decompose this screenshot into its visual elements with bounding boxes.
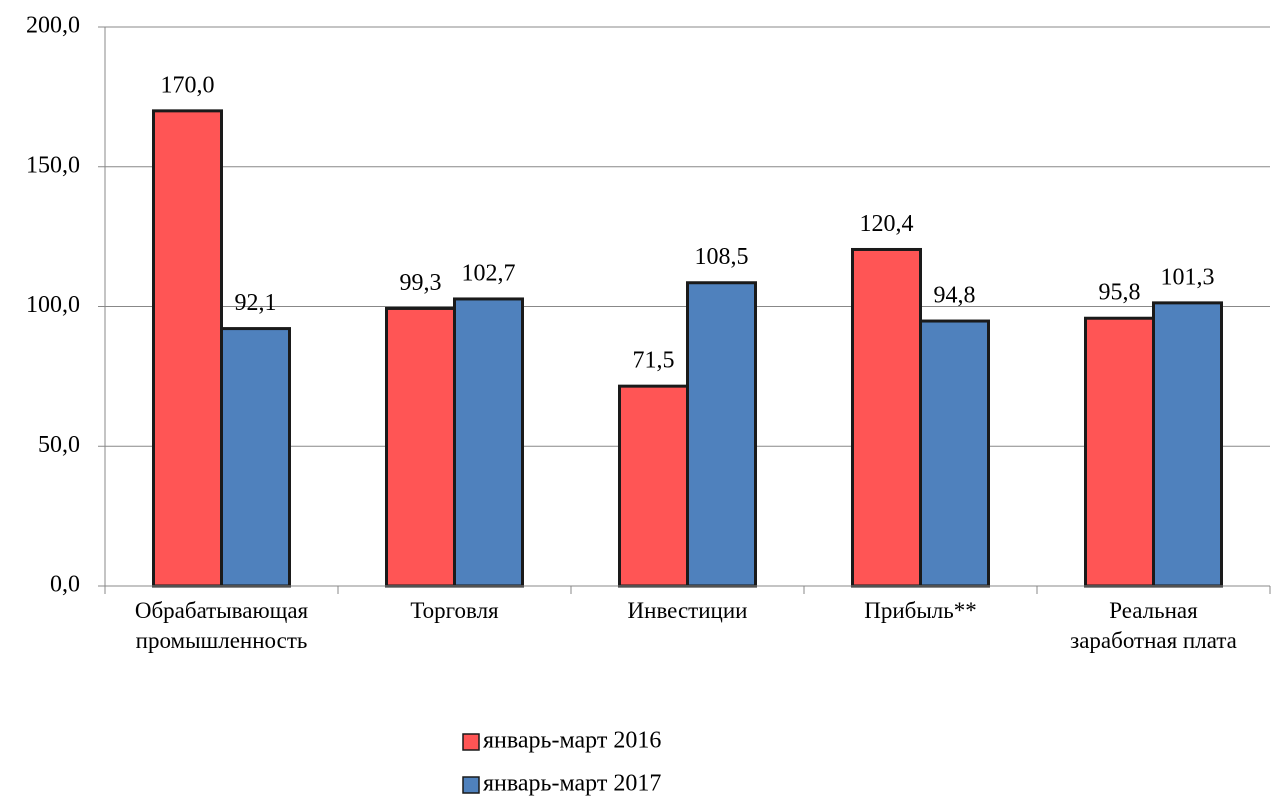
- y-tick-label: 0,0: [50, 572, 80, 598]
- bar: [618, 384, 689, 588]
- bar: [152, 109, 223, 588]
- value-label: 92,1: [235, 290, 277, 316]
- x-tick-label: Инвестиции: [627, 598, 748, 623]
- y-tick-label: 150,0: [26, 152, 80, 178]
- bar: [686, 281, 757, 588]
- bar: [385, 306, 456, 588]
- legend-swatch: [462, 776, 480, 794]
- value-label: 94,8: [934, 283, 976, 309]
- bar: [1152, 301, 1223, 588]
- value-label: 101,3: [1161, 264, 1215, 290]
- y-tick-label: 200,0: [26, 13, 80, 39]
- y-tick-label: 50,0: [38, 432, 80, 458]
- bar: [453, 297, 524, 588]
- value-label: 108,5: [695, 244, 749, 270]
- legend-label: январь-март 2016: [483, 728, 661, 754]
- value-label: 99,3: [400, 270, 442, 296]
- value-label: 102,7: [462, 260, 516, 286]
- x-tick-label: Прибыль**: [864, 598, 977, 623]
- x-tick-label: Обрабатывающая промышленность: [134, 598, 309, 653]
- bar: [220, 327, 291, 588]
- legend-swatch: [462, 733, 480, 751]
- value-label: 95,8: [1099, 280, 1141, 306]
- bar: [919, 319, 990, 588]
- legend-label: январь-март 2017: [483, 771, 661, 797]
- x-tick-label: Торговля: [410, 598, 499, 623]
- value-label: 120,4: [860, 211, 914, 237]
- y-tick-label: 100,0: [26, 292, 80, 318]
- bar: [1084, 316, 1155, 588]
- value-label: 71,5: [633, 348, 675, 374]
- bar: [851, 247, 922, 588]
- x-tick-label: Реальная заработная плата: [1070, 598, 1237, 653]
- value-label: 170,0: [161, 72, 215, 98]
